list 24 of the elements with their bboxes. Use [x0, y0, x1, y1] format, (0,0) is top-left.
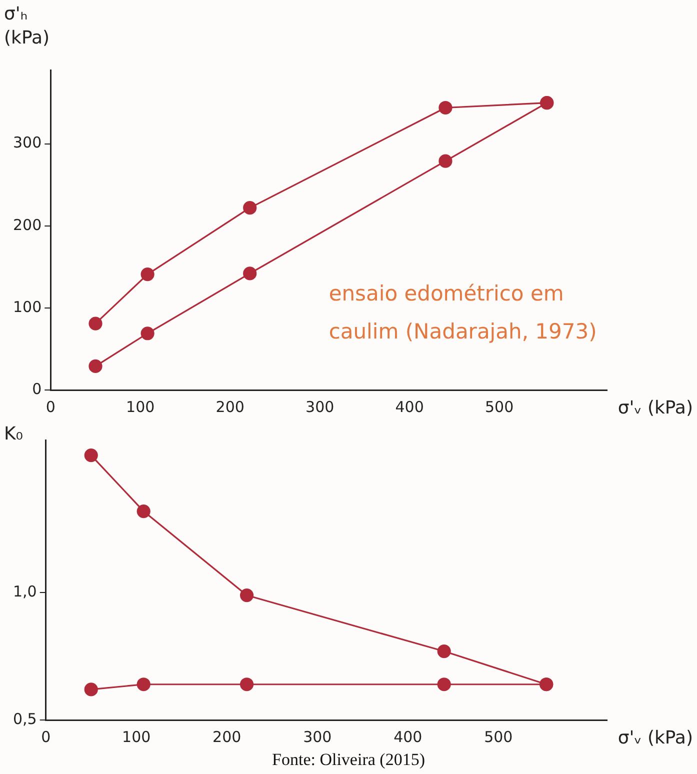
- y-tick-label: 0: [32, 380, 42, 398]
- x-tick-label: 100: [122, 728, 151, 746]
- x-tick-label: 500: [484, 398, 514, 416]
- annotation: ensaio edométrico em: [328, 281, 564, 306]
- source-note: Fonte: Oliveira (2015): [271, 750, 426, 770]
- x-tick-label: 100: [126, 398, 155, 416]
- x-axis-title: σ'ᵥ (kPa): [618, 398, 693, 419]
- x-tick-label: 500: [484, 728, 513, 746]
- x-tick-label: 200: [212, 728, 242, 746]
- annotation: caulim (Nadarajah, 1973): [328, 319, 597, 344]
- y-tick-label: 300: [12, 134, 42, 152]
- y-axis-title: σ'ₕ (kPa): [4, 4, 50, 49]
- x-axis-title: σ'ᵥ (kPa): [618, 728, 693, 749]
- x-tick-label: 300: [303, 728, 332, 746]
- x-tick-label: 300: [306, 398, 334, 416]
- y-tick-label: 0,5: [12, 710, 37, 728]
- x-tick-label: 400: [395, 398, 424, 416]
- y-tick-label: 1,0: [12, 582, 37, 601]
- y-tick-label: 200: [12, 216, 42, 234]
- y-axis-title: K₀: [4, 424, 24, 445]
- x-tick-label: 0: [46, 398, 56, 416]
- x-tick-label: 200: [216, 398, 244, 416]
- y-tick-label: 100: [12, 298, 42, 316]
- x-tick-label: 400: [394, 728, 422, 746]
